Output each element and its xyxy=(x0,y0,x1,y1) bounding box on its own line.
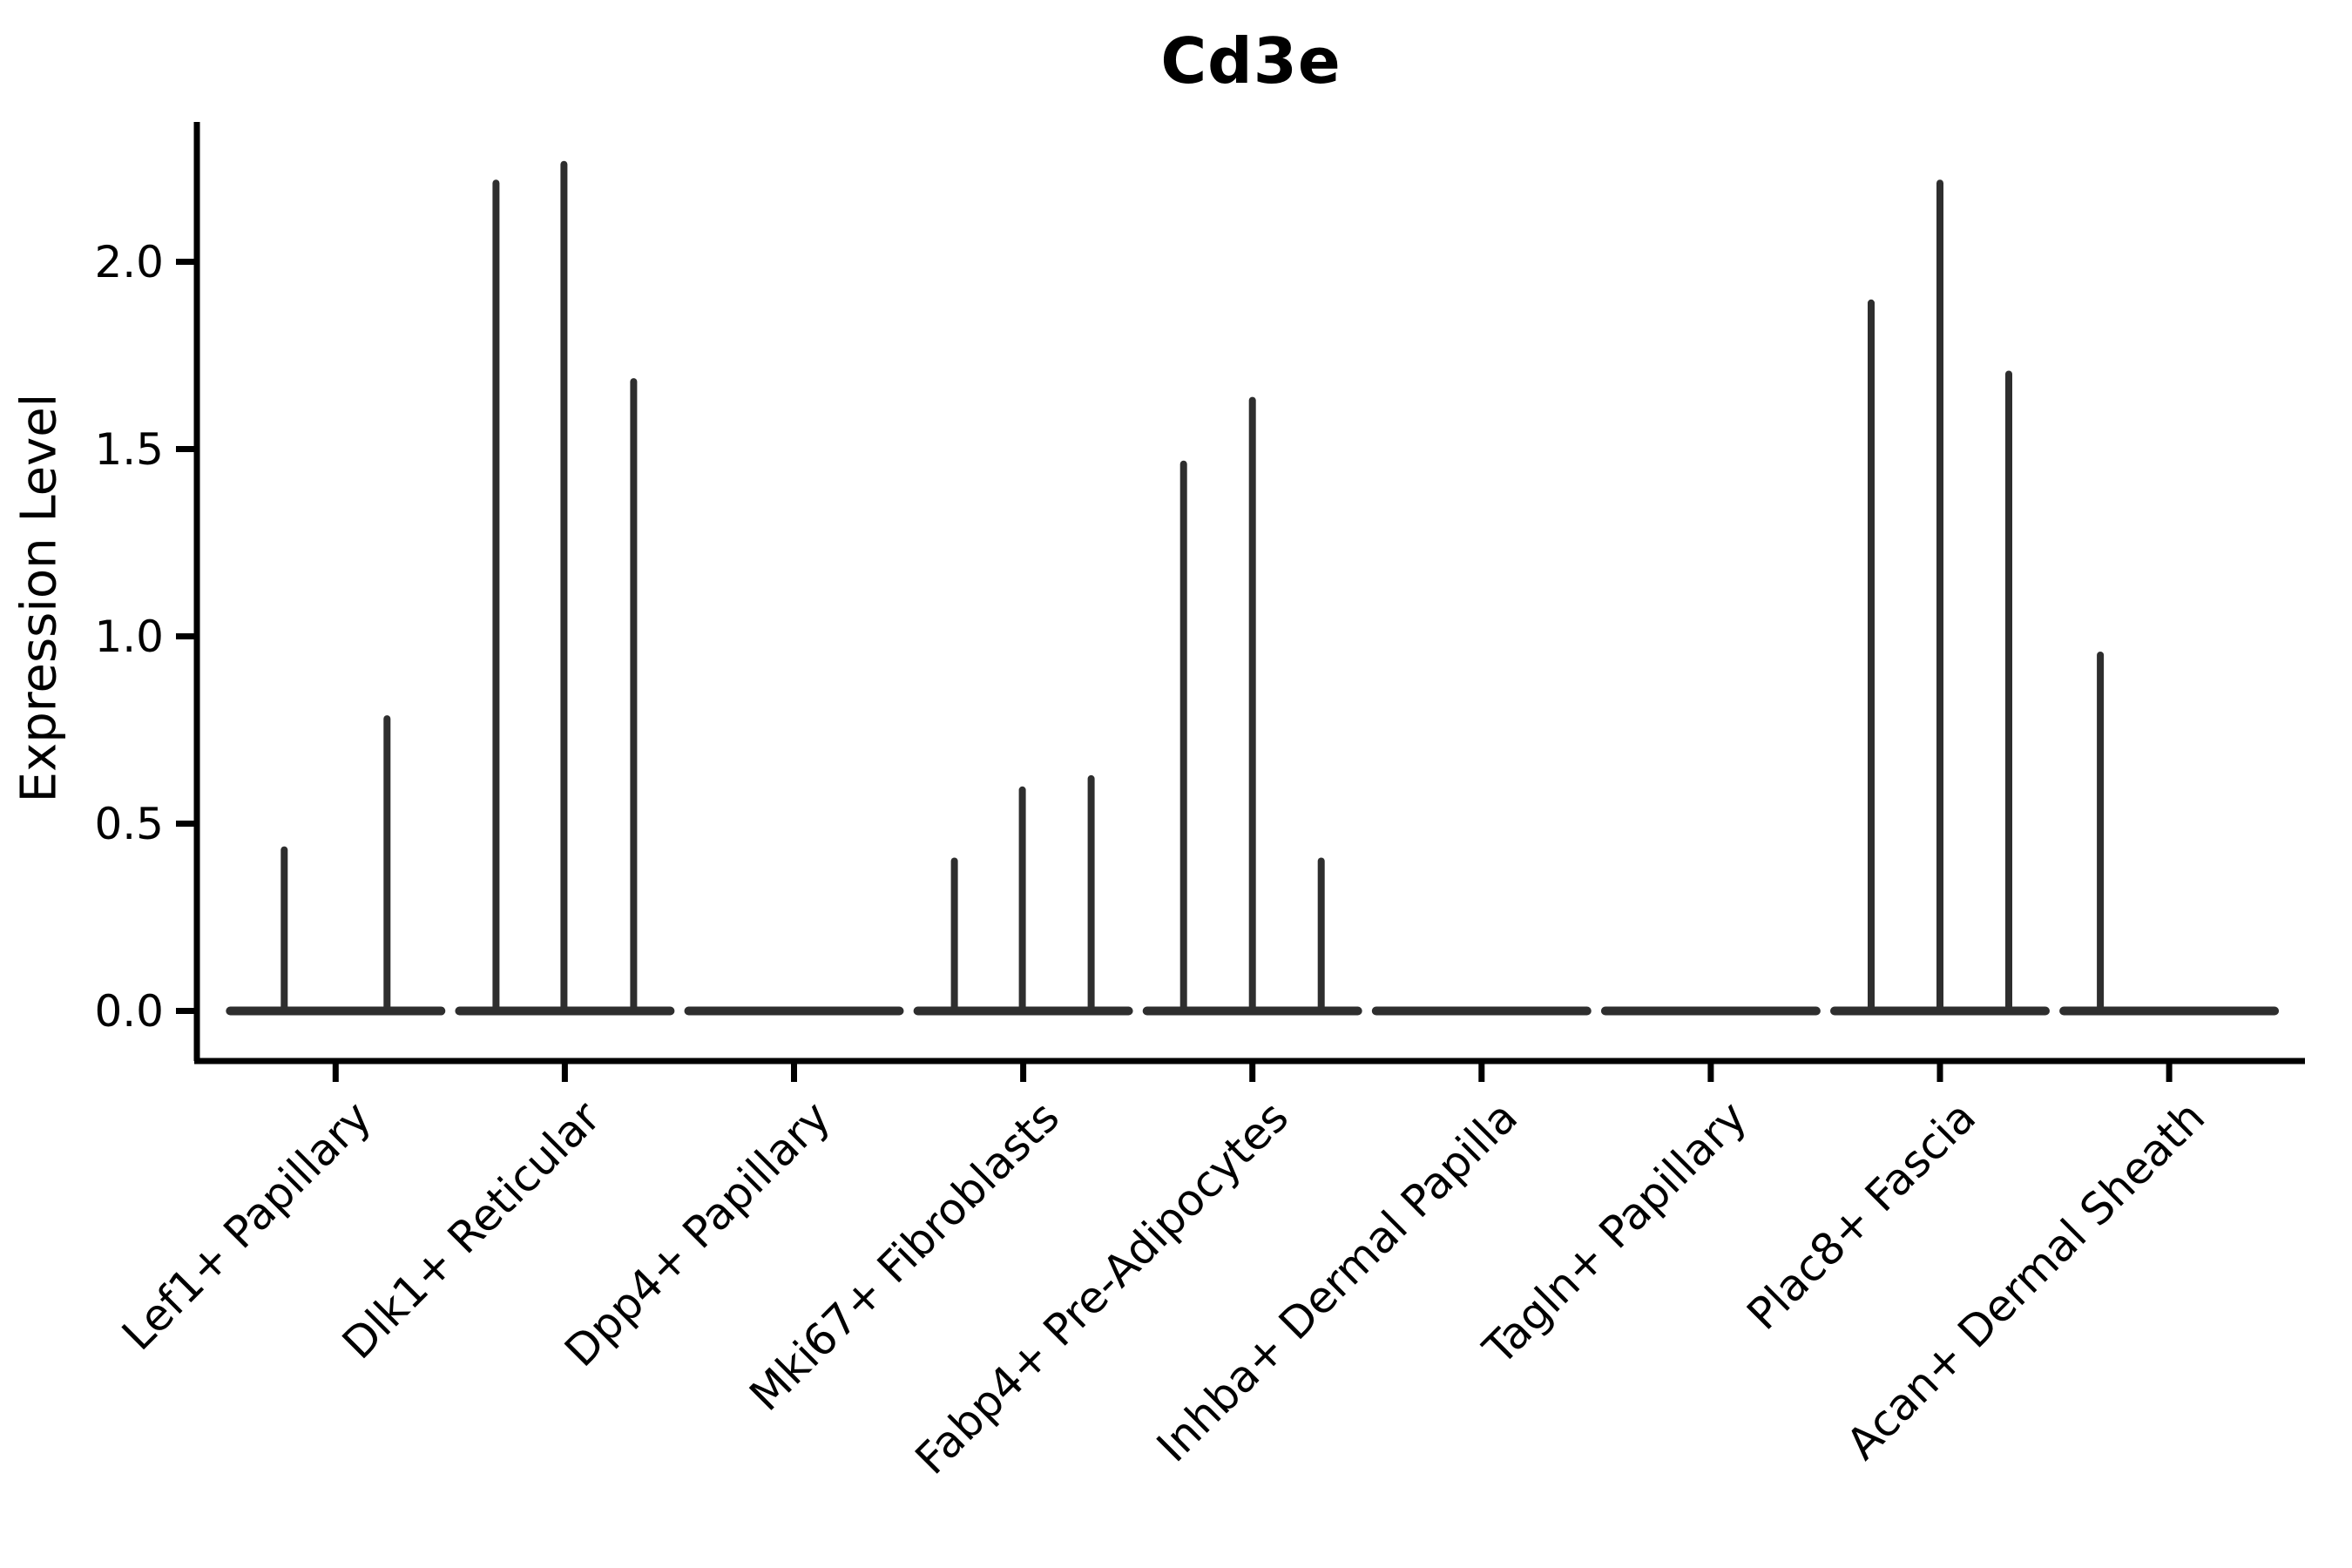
y-tick-label: 1.0 xyxy=(94,611,164,662)
y-tick-label: 1.5 xyxy=(94,423,164,475)
y-tick-label: 0.5 xyxy=(94,798,164,849)
y-tick-label: 2.0 xyxy=(94,236,164,287)
plot-title: Cd3e xyxy=(1160,24,1342,98)
y-tick-label: 0.0 xyxy=(94,985,164,1037)
